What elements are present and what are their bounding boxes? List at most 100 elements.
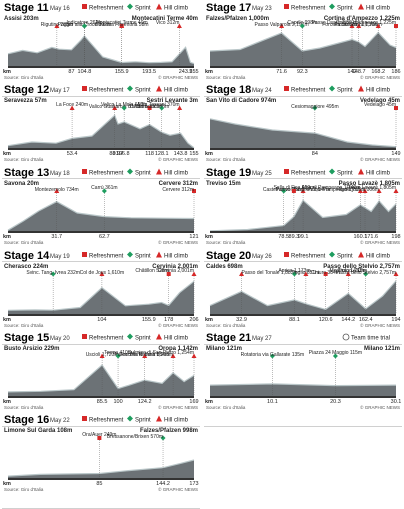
sprint-icon xyxy=(127,251,133,258)
x-tick-label: 30.1 xyxy=(391,399,402,405)
hill-icon xyxy=(112,105,118,110)
km-label: km xyxy=(205,399,213,405)
hill-icon xyxy=(177,105,183,110)
stage-title: Stage 20 xyxy=(206,250,251,262)
hill-icon xyxy=(191,353,197,358)
legend-refreshment: Refreshment xyxy=(89,6,124,12)
credit-label: © GRAPHIC NEWS xyxy=(158,404,198,410)
hill-icon xyxy=(239,271,245,276)
sprint-icon xyxy=(363,271,369,277)
refreshment-icon xyxy=(82,169,87,174)
baseline xyxy=(8,66,194,68)
baseline xyxy=(8,231,194,233)
start-label: Caldes 698m xyxy=(206,264,243,270)
waypoint-label: Cervere 312m xyxy=(162,187,194,193)
stage-legend: Refreshment Sprint Hill climb xyxy=(284,3,391,12)
waypoint-label: Valico Gualtarola 817m xyxy=(89,104,141,110)
x-tick-label: 88.1 xyxy=(289,317,300,323)
sprint-icon xyxy=(121,105,127,111)
stage-title: Stage 21 xyxy=(206,332,251,344)
hill-icon xyxy=(375,23,381,28)
start-label: Limone Sul Garda 108m xyxy=(4,428,72,434)
finish-label: Cervere 312m xyxy=(159,181,198,187)
refreshment-icon xyxy=(284,252,289,257)
elevation-line xyxy=(209,383,397,387)
stage-date: May 17 xyxy=(50,88,70,94)
finish-label: Montecatini Terme 40m xyxy=(132,16,198,22)
waypoint-label: Col de Jous 1,610m xyxy=(80,270,124,276)
credit-label: © GRAPHIC NEWS xyxy=(158,322,198,328)
stage-profile-svg: Stage 11 May 16 Refreshment Sprint Hill clim… xyxy=(3,2,199,80)
sprint-icon xyxy=(101,188,107,194)
elevation-line xyxy=(209,280,397,311)
waypoint-label: Villa Tassani 370m xyxy=(138,102,180,108)
stage-legend: Refreshment Sprint Hill climb xyxy=(284,168,391,177)
hill-icon xyxy=(99,271,105,276)
legend-refreshment: Refreshment xyxy=(89,171,124,177)
x-tick-label: 71.6 xyxy=(276,69,287,75)
legend-sprint: Sprint xyxy=(337,254,353,260)
stage-legend: Refreshment Sprint Hill climb xyxy=(82,85,189,94)
x-tick-label: 20.3 xyxy=(330,399,341,405)
elevation-line xyxy=(7,459,195,477)
hill-icon xyxy=(191,271,197,276)
x-tick-label: 206 xyxy=(189,317,198,323)
sprint-icon xyxy=(160,435,166,441)
sprint-icon xyxy=(127,415,133,422)
x-tick-label: 32.9 xyxy=(236,317,247,323)
waypoint-label: Cervinia 2,001m xyxy=(158,268,194,274)
stage-date: May 23 xyxy=(252,6,272,12)
source-label: Source: Giro d'Italia xyxy=(4,487,44,492)
refreshment-icon xyxy=(323,272,328,276)
x-tick-label: 171.6 xyxy=(364,234,378,240)
hill-icon xyxy=(358,85,364,92)
stage-title: Stage 11 xyxy=(4,2,49,14)
waypoint-label: Passo del Tonale 1,883m xyxy=(242,270,298,276)
source-label: Source: Giro d'Italia xyxy=(206,323,246,328)
hill-icon xyxy=(358,251,364,258)
waypoint-label: Châtillon 528m xyxy=(135,268,168,274)
x-tick-label: 78.5 xyxy=(278,234,289,240)
legend-team-trial: Team time trial xyxy=(351,336,390,342)
finish-label: Cortina d'Ampezzo 1,225m xyxy=(324,16,400,22)
waypoint-label: Castelnuovo 358m xyxy=(263,187,305,193)
waypoint-label: Culmine di San Pietro 1,254m xyxy=(128,350,194,356)
sprint-icon xyxy=(50,271,56,277)
x-tick-label: 194 xyxy=(391,317,400,323)
finish-label: Cervinia 2,001m xyxy=(152,264,198,270)
hill-icon xyxy=(358,168,364,175)
baseline xyxy=(8,314,194,316)
x-tick-label: 96.8 xyxy=(119,151,130,157)
stage-legend: Refreshment Sprint Hill climb xyxy=(284,85,391,94)
stage-title: Stage 15 xyxy=(4,332,49,344)
refreshment-icon xyxy=(166,272,171,276)
x-tick-label: 155.9 xyxy=(142,317,156,323)
sprint-icon xyxy=(312,105,318,111)
baseline xyxy=(210,148,396,150)
waypoint-label: Teglio 851m xyxy=(292,270,319,276)
stage-legend: Team time trial xyxy=(342,333,390,342)
refreshment-icon xyxy=(147,106,152,110)
waypoint-label: Carro 395m xyxy=(135,104,161,110)
start-label: Busto Arsizio 229m xyxy=(4,346,59,352)
legend-sprint: Sprint xyxy=(135,88,151,94)
waypoint-label: Mortirolo 1,718m xyxy=(329,268,367,274)
legend-sprint: Sprint xyxy=(135,6,151,12)
hill-icon xyxy=(376,188,382,193)
hill-icon xyxy=(156,415,162,422)
waypoint-label: Montecatini Terme 40m xyxy=(96,20,148,26)
source-label: Source: Giro d'Italia xyxy=(206,75,246,80)
refreshment-icon xyxy=(82,4,87,9)
panel-stage-15: Stage 15 May 20 Refreshment Sprint Hill clim… xyxy=(2,330,200,427)
finish-label: Passo dello Stelvio 2,757m xyxy=(323,264,400,270)
stage-legend: Refreshment Sprint Hill climb xyxy=(82,415,189,424)
waypoint-label: Passo Lavazè 1,805m xyxy=(347,185,396,191)
stage-profile-svg: Stage 18 May 24 Refreshment Sprint Hill clim… xyxy=(205,84,401,162)
elevation-line xyxy=(209,199,397,232)
baseline xyxy=(210,314,396,316)
waypoint-label: Cesiomaggiore 495m xyxy=(291,104,339,110)
elevation-area xyxy=(210,383,396,396)
source-label: Source: Giro d'Italia xyxy=(4,75,44,80)
x-tick-label: 255 xyxy=(189,69,198,75)
legend-sprint: Sprint xyxy=(135,418,151,424)
